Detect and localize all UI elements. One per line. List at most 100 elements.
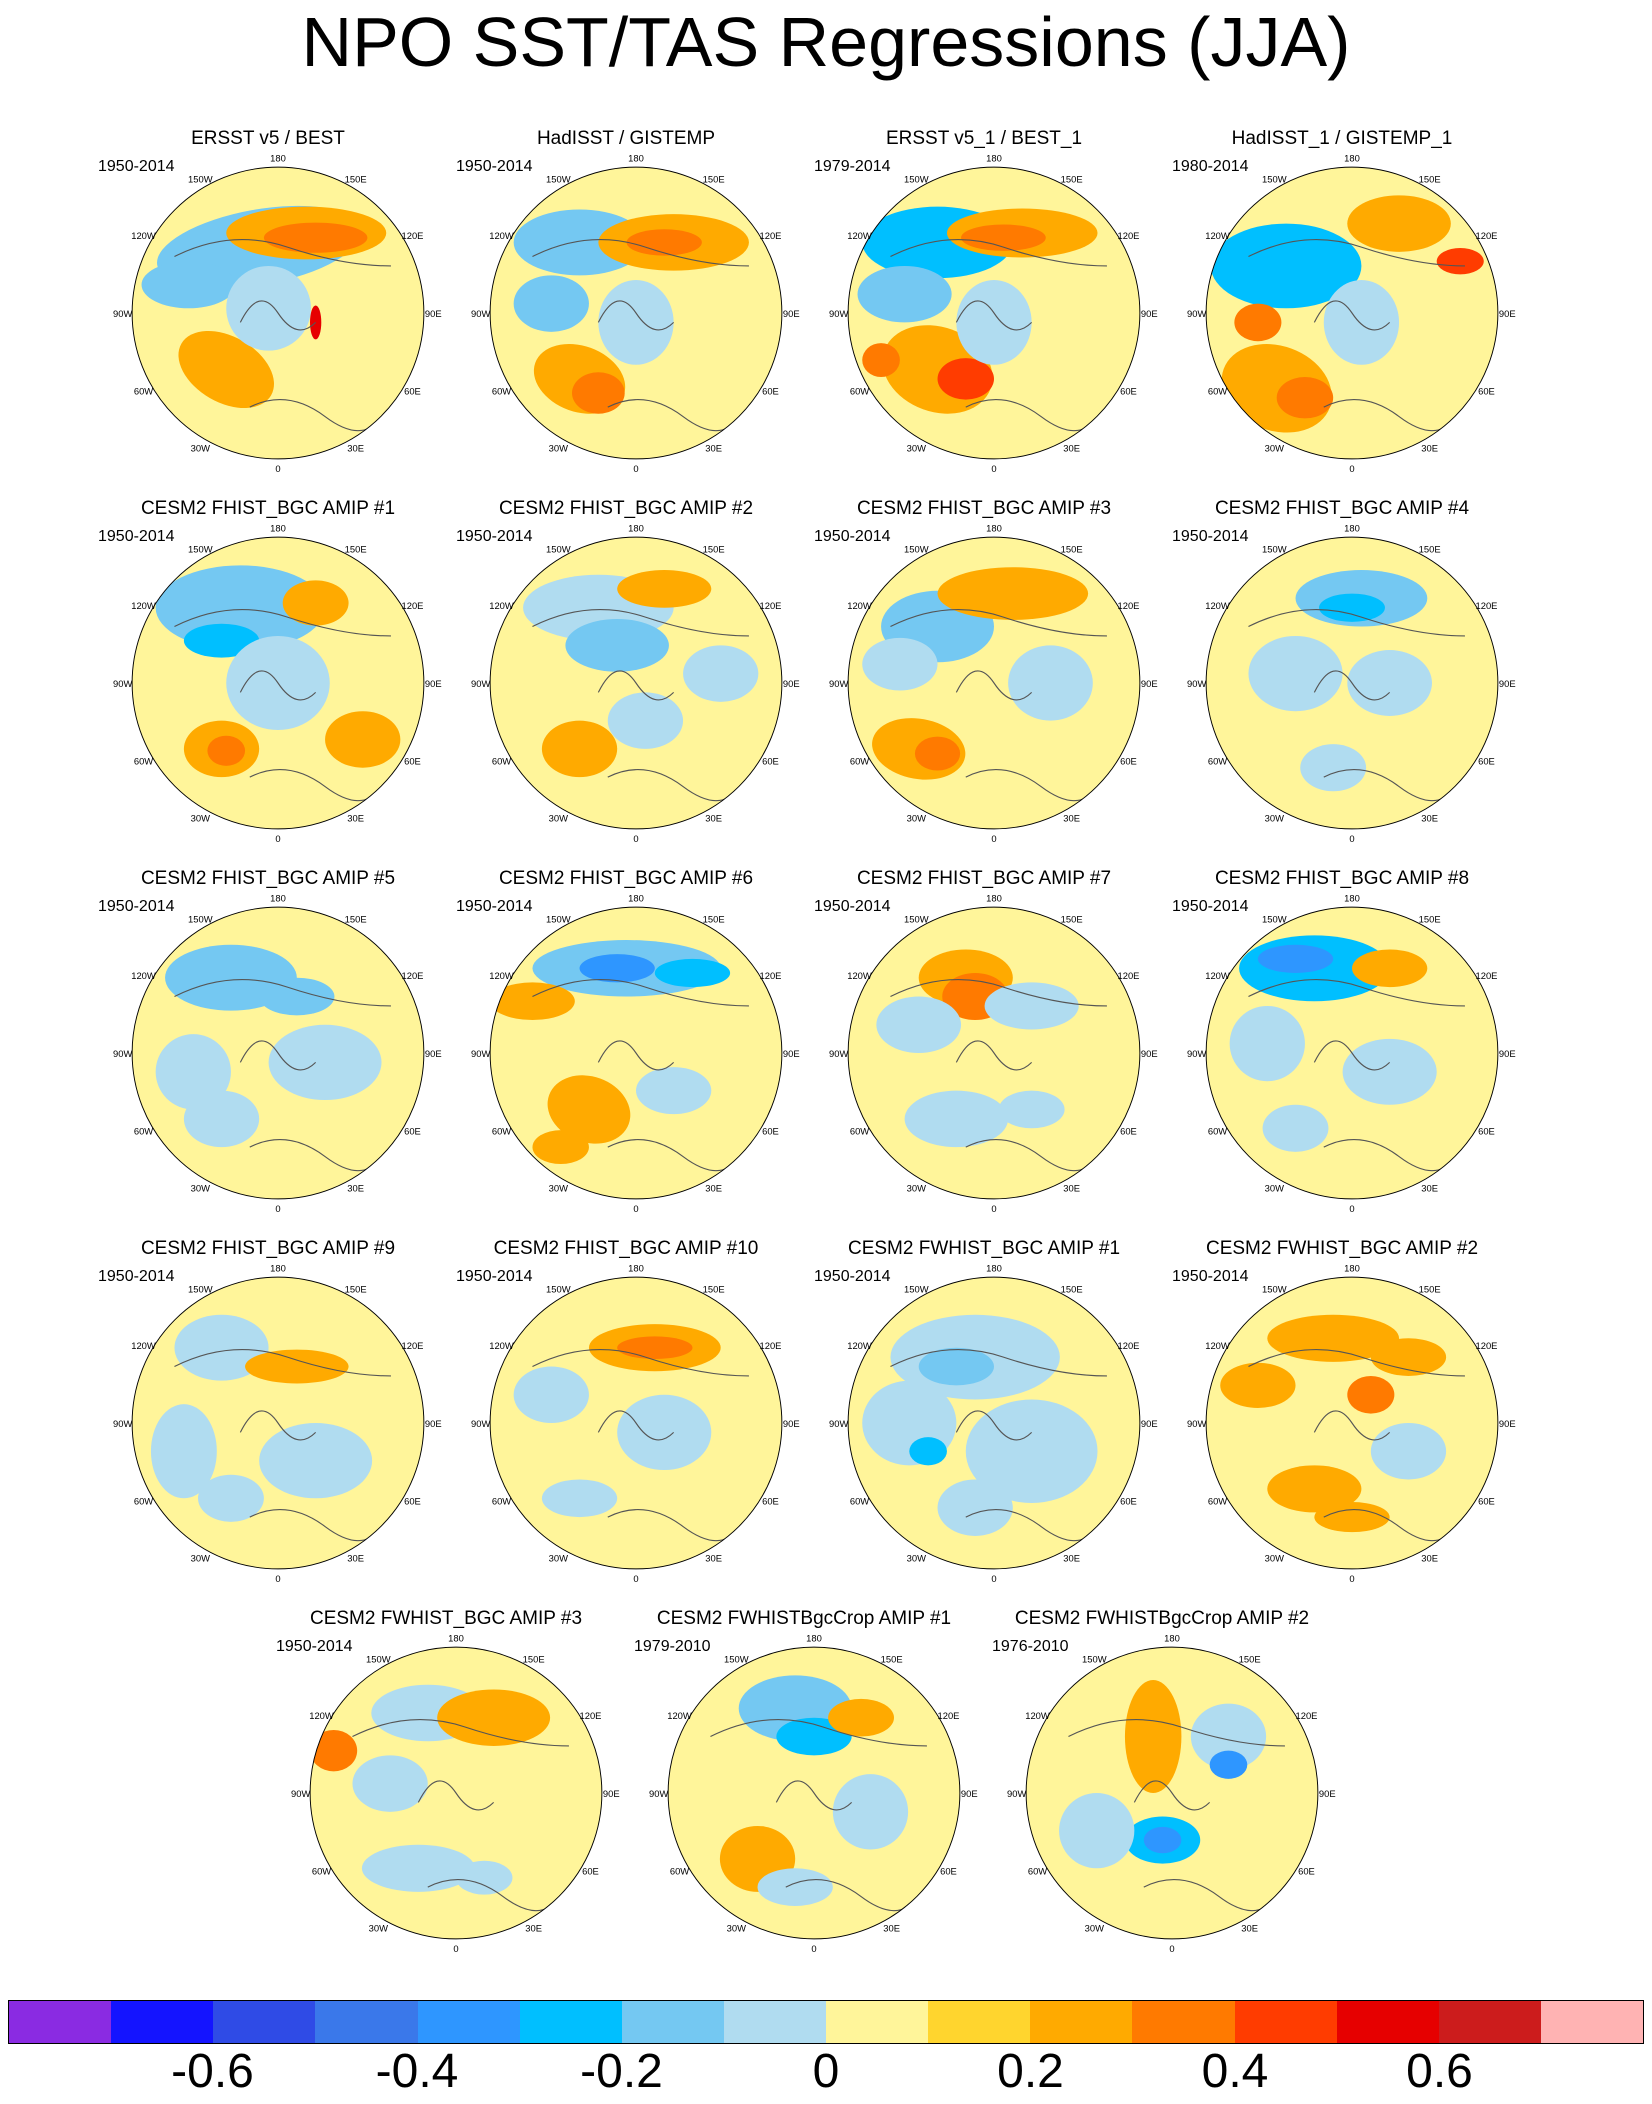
map-border <box>847 906 1141 1200</box>
colorbar-tick-label: 0.6 <box>1406 2045 1473 2098</box>
longitude-label: 60W <box>850 1125 869 1136</box>
anomaly-region <box>1436 248 1484 275</box>
longitude-label: 30W <box>907 812 926 823</box>
map-panel: HadISST / GISTEMP 1950-2014 180 150E 120E 90E… <box>456 128 800 474</box>
anomaly-region <box>1248 635 1343 712</box>
longitude-label: 90W <box>471 1048 490 1059</box>
map-panel: CESM2 FHIST_BGC AMIP #1 1950-2014 180 150E 1… <box>98 498 442 844</box>
panel-title: CESM2 FWHIST_BGC AMIP #1 <box>847 1238 1121 1259</box>
longitude-label: 120E <box>1476 1340 1498 1351</box>
longitude-label: 120W <box>489 970 514 981</box>
longitude-label: 0 <box>275 1203 280 1214</box>
longitude-label: 150E <box>1419 1283 1441 1294</box>
longitude-label: 60E <box>582 1865 599 1876</box>
longitude-label: 30W <box>549 442 568 453</box>
longitude-label: 150W <box>1262 1283 1287 1294</box>
anomaly-region <box>259 1423 373 1499</box>
anomaly-region <box>876 996 962 1053</box>
longitude-label: 150E <box>703 913 725 924</box>
longitude-label: 60E <box>404 755 421 766</box>
longitude-label: 0 <box>1349 1573 1354 1584</box>
panel-title: CESM2 FHIST_BGC AMIP #9 <box>140 1238 396 1259</box>
anomaly-region <box>1143 1826 1182 1854</box>
anomaly-region <box>325 711 401 768</box>
longitude-label: 60E <box>762 755 779 766</box>
longitude-label: 120W <box>847 970 872 981</box>
polar-map: 180 150E 120E 90E 60E 30E 0 30W 60W 90W 120W 150W <box>829 522 1158 844</box>
anomaly-region <box>456 1860 513 1895</box>
anomaly-region <box>1347 195 1451 252</box>
longitude-label: 30W <box>1265 1552 1284 1563</box>
longitude-label: 120E <box>1118 230 1140 241</box>
longitude-label: 180 <box>448 1632 464 1643</box>
panel-title: CESM2 FWHISTBgcCrop AMIP #1 <box>656 1608 952 1629</box>
longitude-label: 120W <box>489 1340 514 1351</box>
colorbar-segment <box>315 2001 418 2043</box>
longitude-label: 150E <box>1419 543 1441 554</box>
longitude-label: 150E <box>703 173 725 184</box>
map-border <box>1205 1276 1499 1570</box>
map-border <box>1025 1646 1319 1940</box>
anomaly-region <box>1352 949 1428 988</box>
polar-map: 180 150E 120E 90E 60E 30E 0 30W 60W 90W 120W 150W <box>113 522 442 844</box>
longitude-label: 90W <box>829 308 848 319</box>
longitude-label: 30E <box>705 442 722 453</box>
longitude-label: 60E <box>762 385 779 396</box>
colorbar-segment <box>1540 2001 1643 2043</box>
panel-title: CESM2 FHIST_BGC AMIP #3 <box>856 498 1112 519</box>
anomaly-region <box>965 1399 1098 1503</box>
map-border <box>309 1646 603 1940</box>
longitude-label: 180 <box>1344 152 1360 163</box>
anomaly-region <box>654 958 731 988</box>
colorbar-segment <box>111 2001 214 2043</box>
map-panel: CESM2 FHIST_BGC AMIP #10 1950-2014 180 150E… <box>456 1238 800 1584</box>
longitude-label: 150E <box>1061 1283 1083 1294</box>
longitude-label: 60E <box>1120 385 1137 396</box>
longitude-label: 60E <box>1478 1125 1495 1136</box>
panel-period: 1950-2014 <box>276 1638 353 1655</box>
anomaly-region <box>1059 1793 1135 1869</box>
longitude-label: 120W <box>1205 600 1230 611</box>
longitude-label: 150W <box>1262 173 1287 184</box>
map-panel: CESM2 FWHISTBgcCrop AMIP #1 1979-2010 180 1… <box>634 1608 978 1954</box>
longitude-label: 30E <box>347 812 364 823</box>
anomaly-region <box>513 1366 589 1423</box>
figure-title: NPO SST/TAS Regressions (JJA) <box>301 3 1351 81</box>
longitude-label: 90E <box>603 1788 620 1799</box>
longitude-label: 120E <box>1476 230 1498 241</box>
panel-title: CESM2 FWHIST_BGC AMIP #2 <box>1205 1238 1479 1259</box>
map-border <box>1205 906 1499 1200</box>
colorbar-segment <box>723 2001 826 2043</box>
anomaly-region <box>1220 1362 1296 1408</box>
anomaly-region <box>617 570 712 608</box>
longitude-label: 90W <box>113 678 132 689</box>
panel-period: 1950-2014 <box>1172 528 1249 545</box>
longitude-label: 180 <box>986 522 1002 533</box>
longitude-label: 0 <box>633 1203 638 1214</box>
longitude-label: 150E <box>703 543 725 554</box>
colorbar-segment <box>826 2001 929 2043</box>
longitude-label: 0 <box>275 463 280 474</box>
longitude-label: 60W <box>670 1865 689 1876</box>
longitude-label: 120E <box>1476 970 1498 981</box>
panel-title: CESM2 FHIST_BGC AMIP #6 <box>498 868 754 889</box>
longitude-label: 30W <box>1085 1922 1104 1933</box>
longitude-label: 150E <box>345 1283 367 1294</box>
anomaly-region <box>961 224 1046 251</box>
longitude-label: 180 <box>986 152 1002 163</box>
longitude-label: 60W <box>1208 385 1227 396</box>
colorbar-segment <box>519 2001 622 2043</box>
longitude-label: 30E <box>1421 1552 1438 1563</box>
polar-map: 180 150E 120E 90E 60E 30E 0 30W 60W 90W 120W 150W <box>471 522 800 844</box>
longitude-label: 60E <box>404 1125 421 1136</box>
anomaly-region <box>857 265 952 323</box>
longitude-label: 180 <box>1164 1632 1180 1643</box>
longitude-label: 90E <box>1319 1788 1336 1799</box>
longitude-label: 150E <box>345 173 367 184</box>
longitude-label: 90E <box>425 308 442 319</box>
anomaly-region <box>541 1479 618 1518</box>
anomaly-region <box>1262 1104 1329 1152</box>
longitude-label: 120W <box>131 230 156 241</box>
map-border <box>131 1276 425 1570</box>
longitude-label: 0 <box>991 1203 996 1214</box>
